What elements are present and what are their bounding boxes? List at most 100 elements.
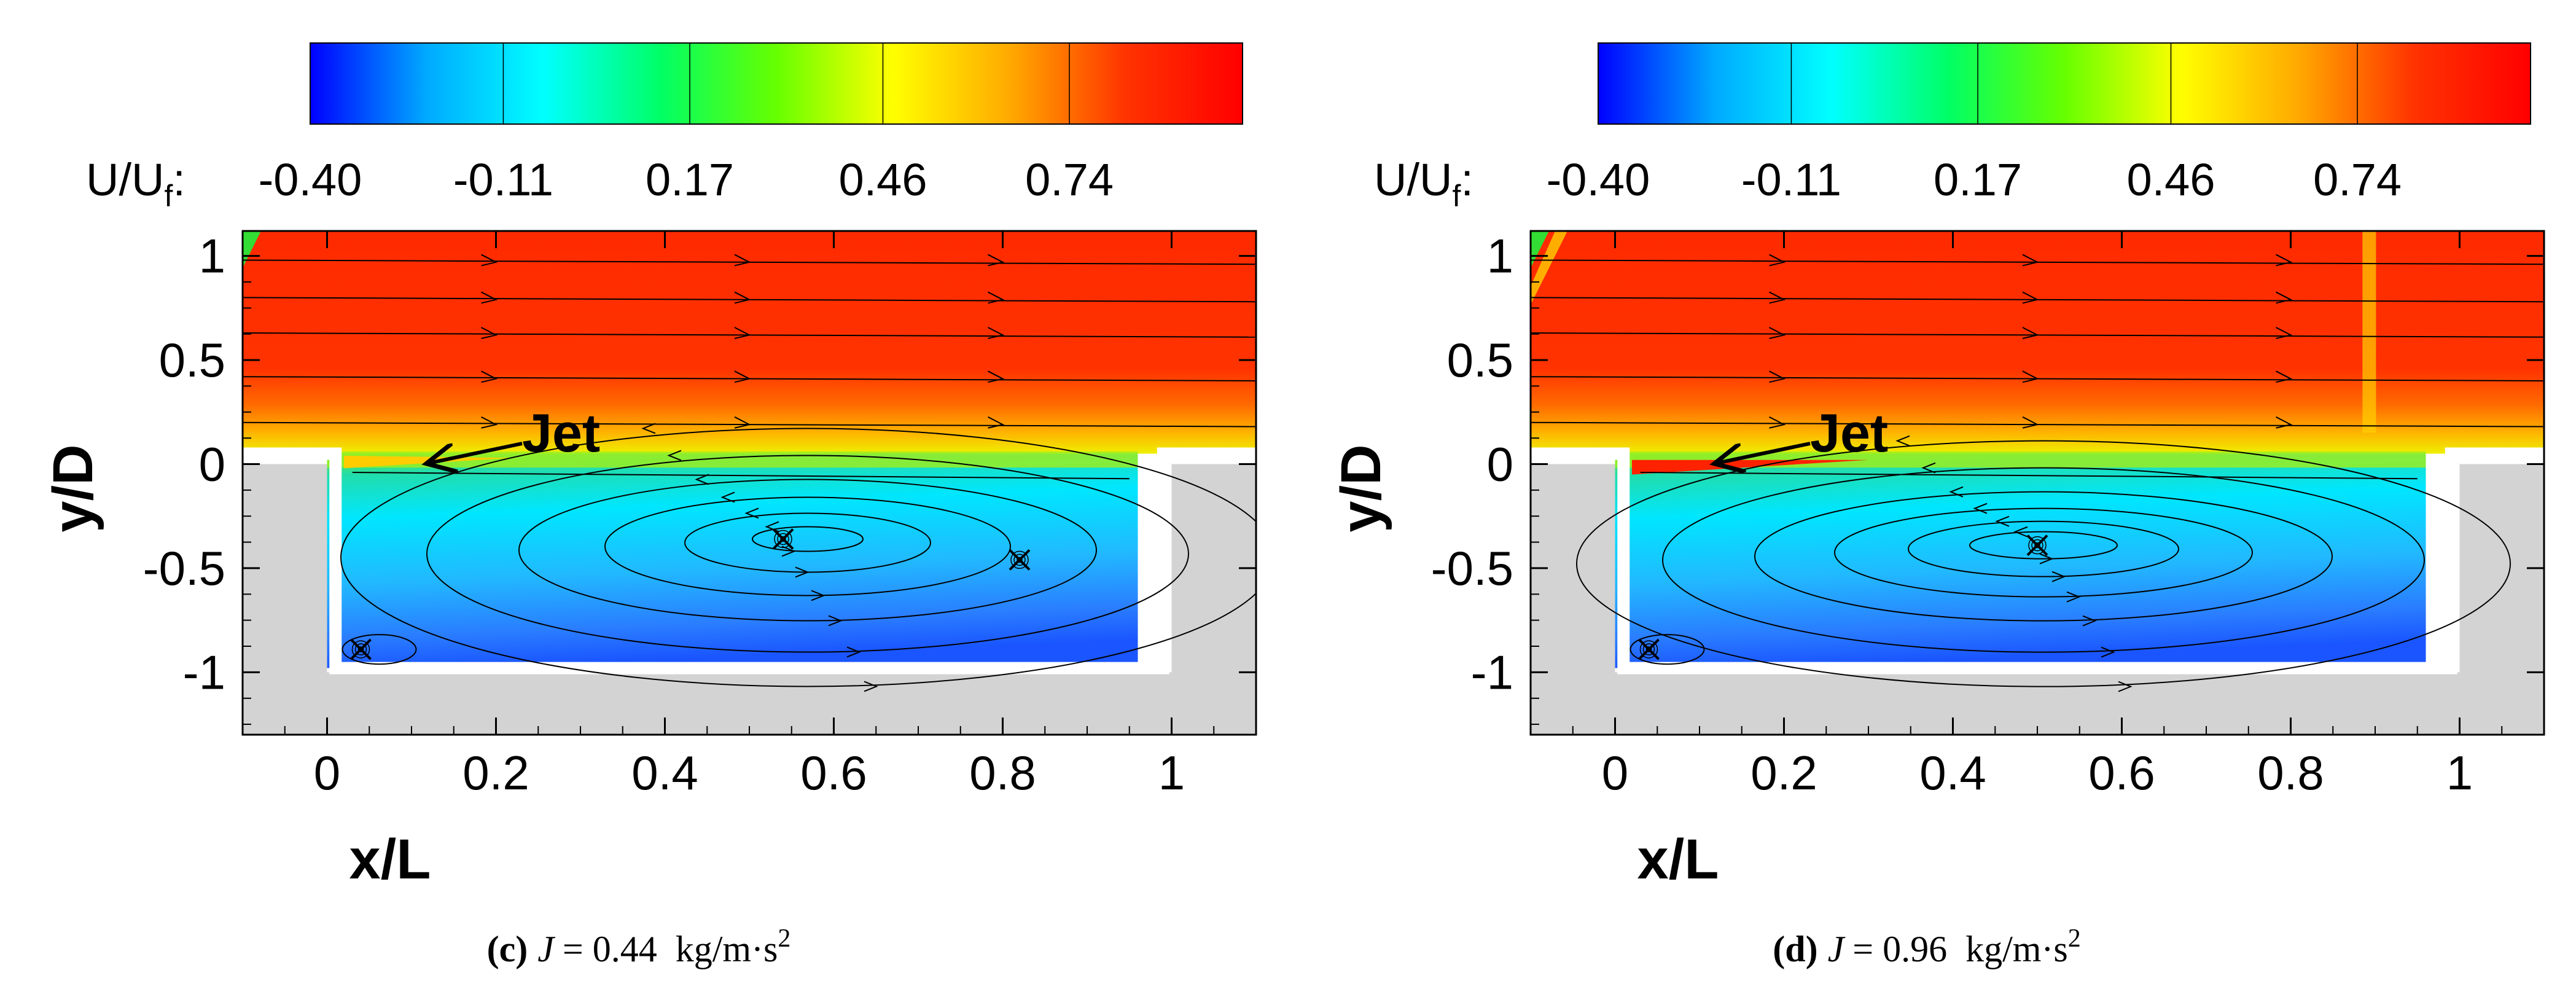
recirculation-loop — [1908, 520, 2179, 577]
freestream-region — [1531, 231, 2544, 454]
streamline-arrow — [667, 450, 682, 461]
y-tick-label: 1 — [199, 229, 225, 283]
streamline-arrow — [1769, 416, 1786, 429]
streamline-arrow — [734, 416, 751, 429]
colorbar-tick-label: 0.17 — [646, 154, 734, 205]
x-tick-label: 0.8 — [969, 746, 1036, 800]
x-tick-label: 0.2 — [463, 746, 529, 800]
streamline-arrow — [734, 254, 751, 267]
corner-vortex-loop — [1630, 634, 1705, 665]
x-tick-label: 0.8 — [2257, 746, 2324, 800]
colorbar-title-colon: : — [173, 154, 185, 205]
inlet-streak — [243, 231, 261, 268]
chart-panel-d: -0.40 -0.11 0.17 0.46 0.74 U/Uf: 0 0.2 0.4 0.6 0.8… — [1330, 42, 2545, 969]
streamline-arrow — [481, 291, 498, 304]
recirculation-loop — [752, 526, 864, 552]
vortex-ring — [357, 646, 364, 652]
streamline-arrow — [734, 370, 751, 383]
streamline-arrow — [1769, 327, 1786, 340]
vortex-ring — [2034, 542, 2040, 549]
streamline-arrow — [1769, 254, 1786, 267]
streamline-arrow — [641, 423, 656, 434]
x-tick-label: 0.6 — [2088, 746, 2155, 800]
x-tick-label: 0.6 — [800, 746, 867, 800]
vortex-ring — [780, 536, 786, 542]
recirculation-loop — [1834, 507, 2253, 598]
recirculation-loop — [340, 428, 1256, 687]
caption-var: J — [537, 929, 555, 969]
streamline-arrow — [744, 507, 759, 519]
streamline-arrow — [2022, 291, 2039, 304]
y-tick-label: 0.5 — [159, 333, 225, 387]
vortex-ring — [351, 640, 370, 659]
streamline-arrow — [2051, 571, 2066, 582]
streamline-arrow — [1995, 515, 2010, 527]
caption-label: (c) — [487, 929, 528, 969]
panel-caption: (d) J = 0.96 kg/m·s2 — [1773, 925, 2081, 969]
x-axis-label: x/L — [349, 828, 431, 891]
vortex-center — [1638, 638, 1660, 660]
y-tick-label: 1 — [1487, 229, 1513, 283]
x-tick-label: 1 — [2446, 746, 2473, 800]
vortex-ring — [1010, 550, 1029, 569]
streamline-arrow — [2022, 254, 2039, 267]
streamline-arrow — [2022, 370, 2039, 383]
colorbar-tick-label: 0.74 — [2313, 154, 2402, 205]
y-tick-label: 0.5 — [1447, 333, 1513, 387]
colorbar-tick-label: 0.46 — [2126, 154, 2215, 205]
streamline-arrow — [481, 254, 498, 267]
cavity-streamline — [1640, 472, 2418, 480]
contour-field — [243, 231, 1256, 735]
streamline-arrow — [2276, 370, 2293, 383]
cavity-flow-region — [1615, 453, 2426, 668]
colorbar — [310, 42, 1243, 125]
streamline-arrow — [1949, 486, 1964, 498]
streamline-arrow — [2276, 291, 2293, 304]
vortex-center — [2026, 534, 2048, 557]
colorbar-title-sub: f — [1452, 179, 1461, 213]
x-tick-label: 0.2 — [1751, 746, 1817, 800]
vortex-ring — [1639, 640, 1658, 659]
streamline-arrow — [720, 491, 735, 503]
jet-annotation: Jet — [1810, 402, 1888, 463]
streamline-arrow — [1921, 462, 1936, 474]
cavity-wall — [1531, 464, 2544, 735]
wall-boundary — [243, 447, 1256, 674]
streamline-arrow — [1769, 291, 1786, 304]
panel-caption: (c) J = 0.44 kg/m·s2 — [487, 925, 791, 969]
wake-streak — [2362, 231, 2376, 433]
y-axis-label: y/D — [42, 444, 104, 532]
streamline-arrow — [481, 327, 498, 340]
vortex-ring — [1645, 646, 1652, 652]
streamline-arrow — [2066, 591, 2081, 603]
recirculation-loop — [1576, 440, 2511, 687]
inlet-streak — [1531, 231, 1549, 268]
chart-panel-c: -0.40 -0.11 0.17 0.46 0.74 U/Uf: 0 0.2 0.4 0.6 0.8… — [42, 42, 1257, 969]
vortex-cross — [350, 638, 372, 660]
streamline-arrow — [1769, 370, 1786, 383]
x-tick-label: 0 — [314, 746, 340, 800]
caption-var: J — [1828, 929, 1846, 969]
vortex-ring — [354, 643, 367, 655]
streamline-arrow — [2276, 254, 2293, 267]
vortex-ring — [2028, 536, 2047, 555]
vortex-cross — [1009, 549, 1031, 571]
y-tick-label: -1 — [1471, 645, 1513, 699]
streamlines — [1531, 254, 2544, 692]
y-tick-label: -0.5 — [143, 541, 225, 595]
streamline-arrow — [828, 615, 843, 627]
streamline-arrow — [2276, 416, 2293, 429]
jet-arrow — [1718, 442, 1811, 463]
caption-label: (d) — [1773, 929, 1817, 969]
streamline-arrow — [864, 681, 878, 692]
streamline-arrow — [481, 416, 498, 429]
contour-field — [1531, 231, 2544, 735]
streamline-arrow — [2013, 526, 2028, 538]
streamline-arrow — [695, 474, 709, 485]
x-tick-label: 0.4 — [1919, 746, 1986, 800]
streamline-arrow — [2022, 327, 2039, 340]
cavity-flow-region — [327, 453, 1138, 668]
caption-value: = 0.44 — [563, 929, 657, 969]
recirculation-loop — [1969, 531, 2118, 560]
